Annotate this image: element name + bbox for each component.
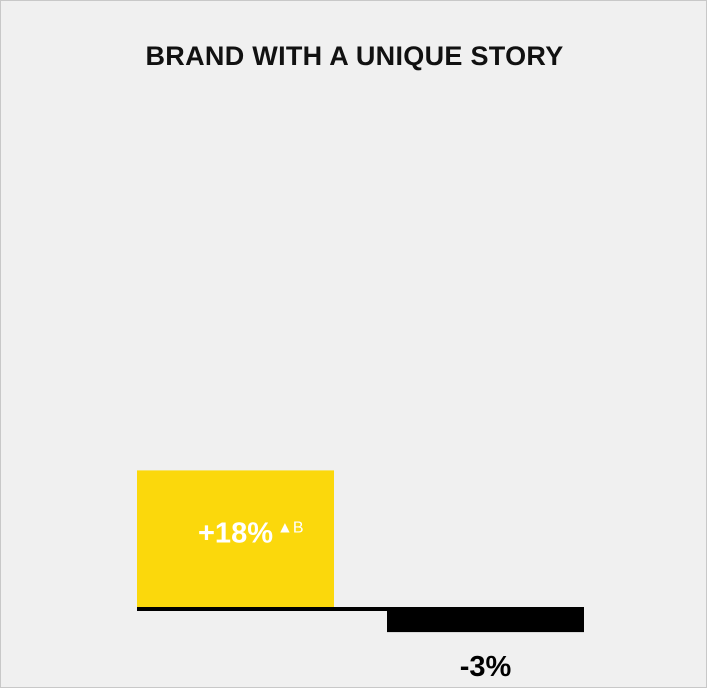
significance-marker-1: ▲B [277, 519, 304, 536]
bar-1 [137, 470, 334, 609]
bar-2 [387, 609, 584, 633]
data-label-1: +18% [198, 517, 273, 549]
chart-title: BRAND WITH A UNIQUE STORY [145, 41, 564, 71]
data-label-2: -3% [460, 651, 512, 683]
chart-baseline [137, 607, 584, 611]
